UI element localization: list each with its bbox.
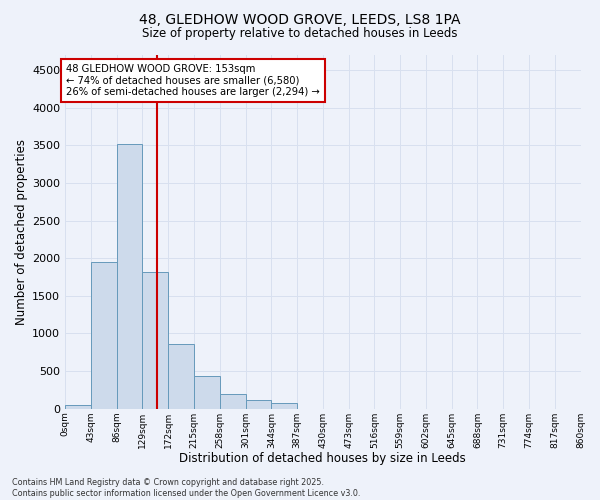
Bar	[194, 376, 220, 408]
X-axis label: Distribution of detached houses by size in Leeds: Distribution of detached houses by size …	[179, 452, 466, 465]
Text: Contains HM Land Registry data © Crown copyright and database right 2025.
Contai: Contains HM Land Registry data © Crown c…	[12, 478, 361, 498]
Text: 48 GLEDHOW WOOD GROVE: 153sqm
← 74% of detached houses are smaller (6,580)
26% o: 48 GLEDHOW WOOD GROVE: 153sqm ← 74% of d…	[67, 64, 320, 97]
Bar	[142, 272, 168, 408]
Bar	[65, 406, 91, 408]
Bar	[271, 404, 297, 408]
Bar	[168, 344, 194, 408]
Bar	[91, 262, 116, 408]
Y-axis label: Number of detached properties: Number of detached properties	[15, 139, 28, 325]
Bar	[245, 400, 271, 408]
Text: 48, GLEDHOW WOOD GROVE, LEEDS, LS8 1PA: 48, GLEDHOW WOOD GROVE, LEEDS, LS8 1PA	[139, 12, 461, 26]
Bar	[116, 144, 142, 408]
Bar	[220, 394, 245, 408]
Text: Size of property relative to detached houses in Leeds: Size of property relative to detached ho…	[142, 28, 458, 40]
